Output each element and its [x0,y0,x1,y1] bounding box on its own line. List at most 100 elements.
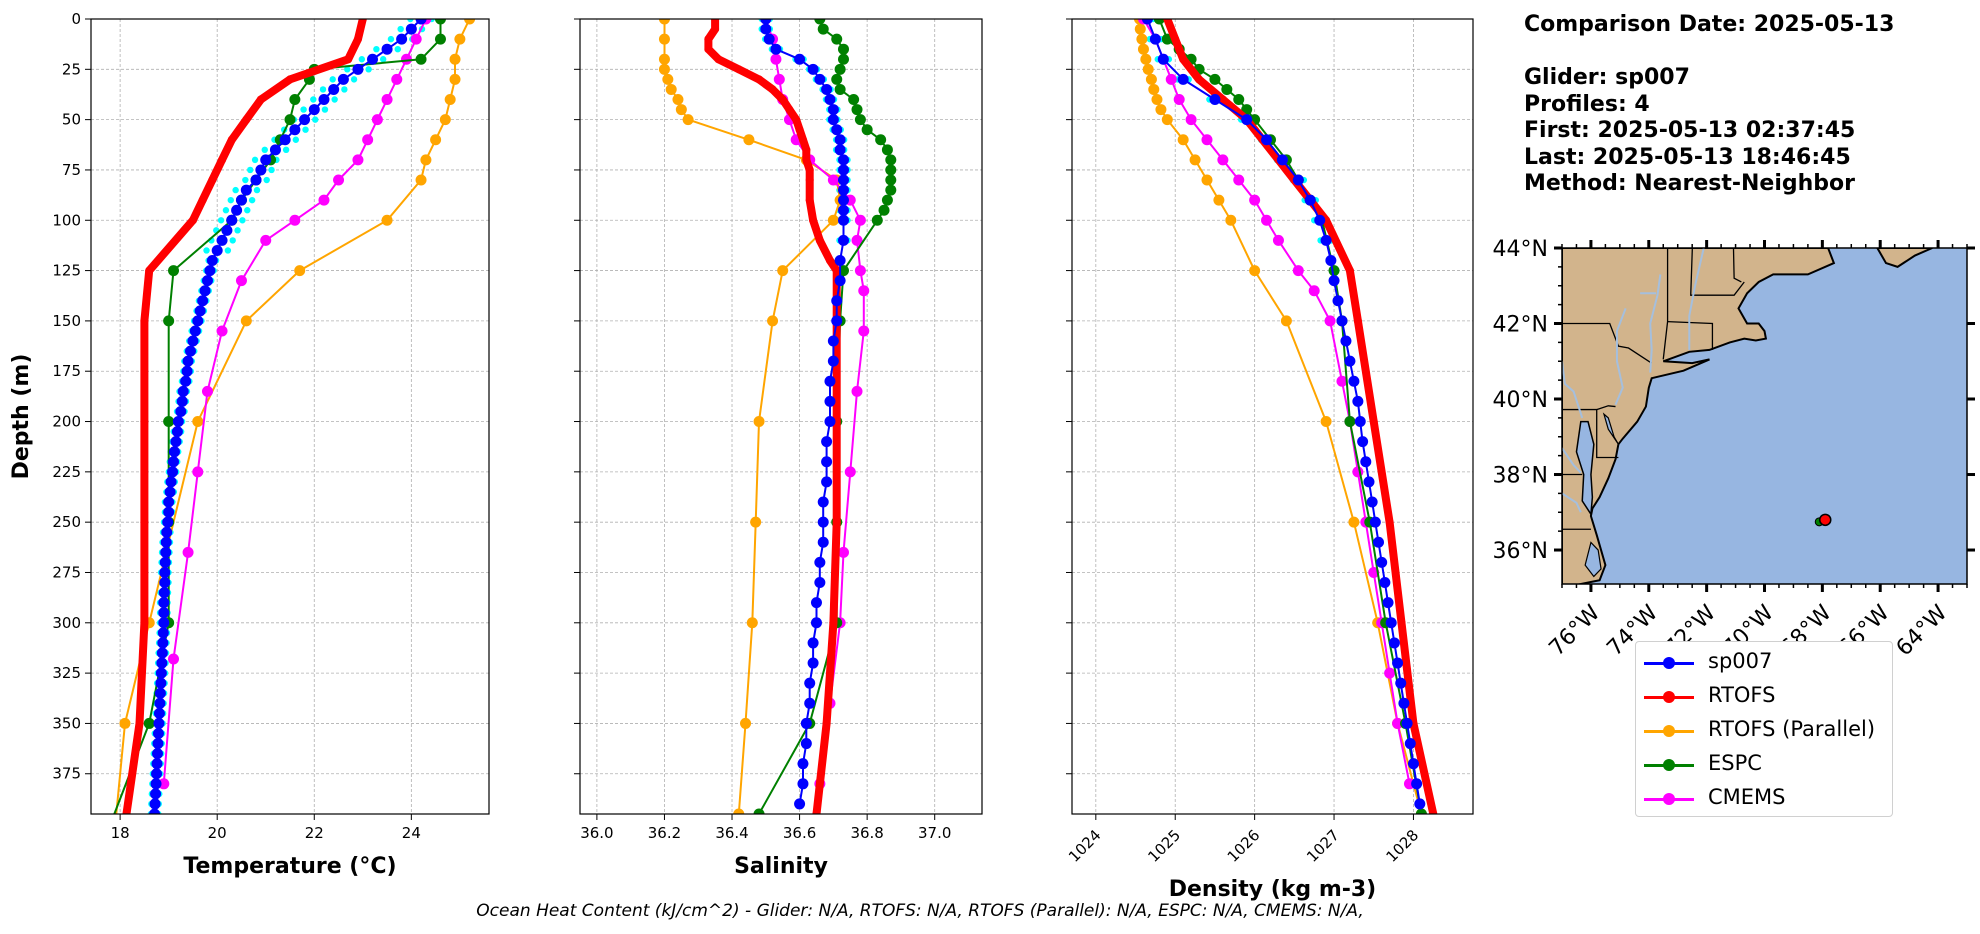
data-point [1345,266,1354,275]
glider-raw-point [344,66,351,73]
map-content [1562,248,1933,584]
glider-raw-point [217,217,225,224]
data-point [832,266,841,275]
legend-marker [1663,657,1675,669]
data-point [1398,697,1410,709]
data-point [158,587,170,599]
glider-raw-point [310,96,317,103]
data-point [1177,73,1189,85]
data-point [740,717,752,729]
glider-raw-point [312,116,319,123]
data-point [1344,416,1356,428]
data-point [216,325,228,337]
data-point [1369,417,1378,426]
data-point [815,236,824,245]
data-point [837,546,849,558]
data-point [1360,456,1372,468]
data-point [1392,717,1404,729]
data-point [834,83,846,95]
data-point [814,73,826,85]
data-point [770,53,782,65]
data-point [294,265,306,277]
data-point [168,653,180,665]
data-point [1414,798,1426,810]
data-point [885,164,897,176]
x-tick-label: 22 [305,824,324,842]
legend-marker [1663,725,1675,737]
map-river [1614,308,1627,406]
data-point [240,315,252,327]
data-point [201,275,213,287]
data-point [662,73,674,85]
glider-raw-point [268,166,275,174]
data-point [704,35,713,44]
data-point [164,486,176,498]
map-state-border [1562,322,1653,364]
data-point [231,204,243,216]
data-point [821,456,833,468]
data-point [1148,83,1160,95]
x-tick-label: 1028 [1383,826,1423,866]
data-point [805,165,814,174]
x-tick-label: 20 [208,824,227,842]
glider-raw-point [329,76,336,83]
data-point [362,134,374,146]
data-point [837,154,849,166]
x-tick-label: 36.2 [648,824,681,842]
data-point [1151,94,1163,106]
map-river [1562,492,1582,513]
data-point [858,285,870,297]
data-point [1171,35,1180,44]
info-panel: Comparison Date: 2025-05-13 Glider: sp00… [1524,12,1894,198]
data-point [778,95,787,104]
data-point [1209,73,1221,85]
data-point [821,476,833,488]
data-point [430,134,442,146]
map-chesapeake-bay [1575,420,1595,517]
data-point [333,174,345,186]
data-point [831,33,843,45]
data-point [1140,53,1152,65]
data-point [1404,738,1416,750]
data-point [837,194,849,206]
data-point [176,395,188,407]
data-point [371,114,383,126]
data-point [1340,335,1352,347]
data-point [1397,618,1406,627]
data-point [1325,255,1337,267]
data-point [885,174,897,186]
y-tick-label: 325 [52,664,81,682]
data-point [318,94,330,106]
y-tick-label: 25 [62,60,81,78]
data-point [158,617,170,629]
data-point [658,63,670,75]
y-tick-label: 175 [52,362,81,380]
data-point [817,23,829,35]
data-point [1209,94,1221,106]
data-point [151,758,163,770]
data-point [464,19,476,25]
data-point [289,124,301,136]
data-point [817,536,829,548]
data-point [189,325,201,337]
data-point [157,627,169,639]
map-lat-label: 36°N [1493,539,1548,564]
data-point [1272,234,1284,246]
glider-raw-point [394,45,401,53]
data-point [167,466,179,478]
data-point [1201,134,1213,146]
data-point [192,315,204,327]
y-axis-label: Depth (m) [9,354,34,480]
series-line-espc [1158,19,1423,814]
info-spacer [1524,39,1894,66]
glider-raw-point [341,86,348,93]
data-point [832,518,841,527]
data-point [168,446,180,458]
data-point [881,194,893,206]
data-point [714,55,723,64]
data-point [1314,214,1326,226]
data-point [140,518,149,527]
data-point [170,436,182,448]
data-point [1324,315,1336,327]
glider-raw-point [350,76,358,83]
